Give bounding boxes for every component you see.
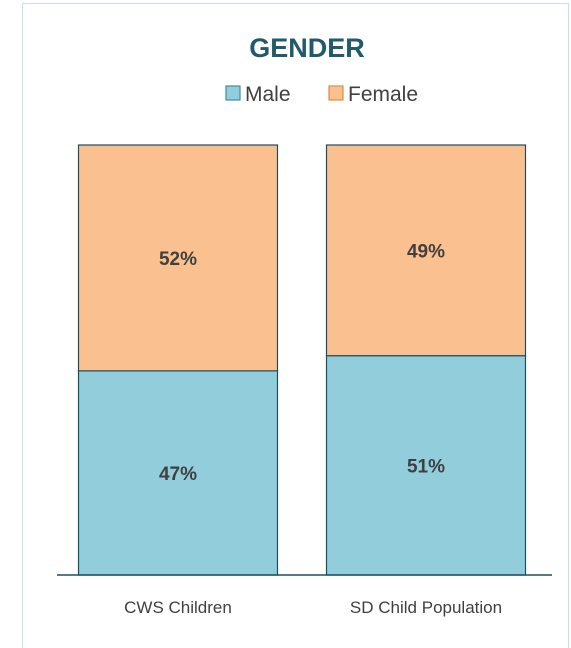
chart-title: GENDER xyxy=(249,33,365,63)
data-label-male-0: 47% xyxy=(159,464,197,485)
chart-frame xyxy=(22,3,569,648)
legend: Male Female xyxy=(225,83,418,106)
data-label-female-0: 52% xyxy=(159,249,197,270)
bars-group: 47% 52% 51% 49% xyxy=(77,144,527,576)
bar-female-0 xyxy=(77,144,279,372)
x-tick-cws-children: CWS Children xyxy=(124,598,232,617)
data-label-female-1: 49% xyxy=(407,241,445,262)
legend-swatch-female xyxy=(328,85,344,101)
legend-label-female: Female xyxy=(348,83,418,106)
data-label-male-1: 51% xyxy=(407,456,445,477)
legend-label-male: Male xyxy=(245,83,291,106)
x-tick-sd-child-population: SD Child Population xyxy=(350,598,502,617)
bar-female-1 xyxy=(325,144,527,357)
legend-swatch-male xyxy=(225,85,241,101)
